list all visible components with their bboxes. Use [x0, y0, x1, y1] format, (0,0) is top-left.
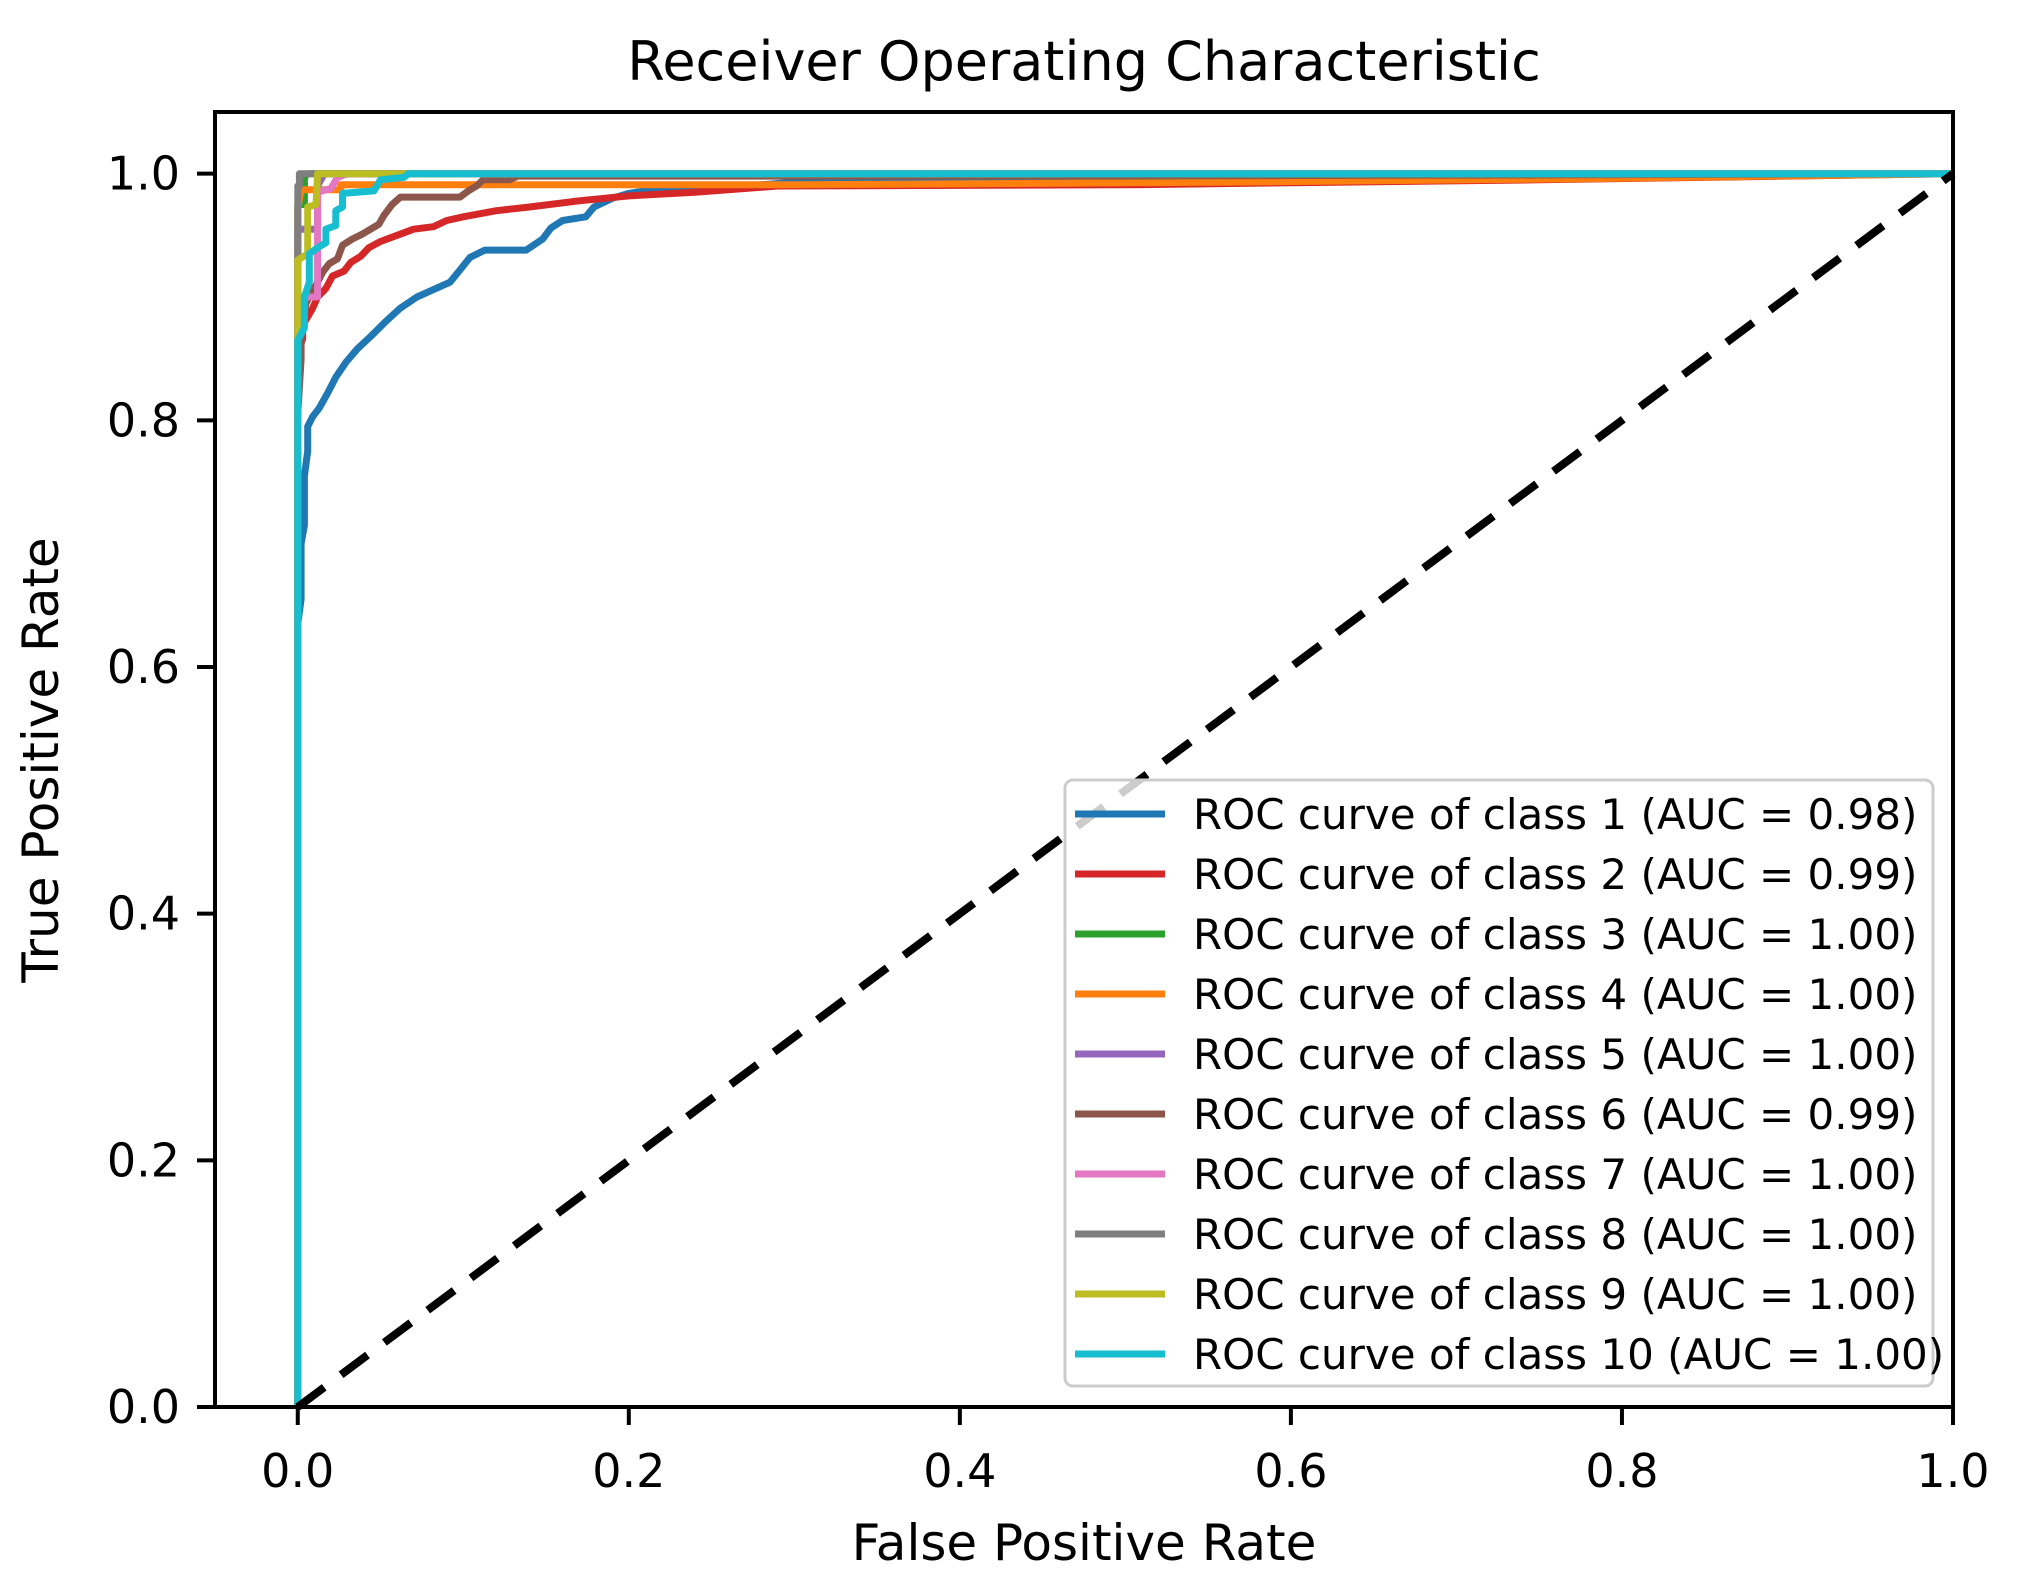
legend-item-class-1: ROC curve of class 1 (AUC = 0.98) [1075, 790, 1917, 839]
legend-label-class-1: ROC curve of class 1 (AUC = 0.98) [1193, 790, 1917, 839]
x-tick-label: 0.0 [261, 1444, 334, 1498]
x-tick-label: 0.4 [923, 1444, 996, 1498]
y-tick-label: 0.0 [107, 1380, 180, 1434]
legend-item-class-4: ROC curve of class 4 (AUC = 1.00) [1075, 970, 1917, 1019]
legend-item-class-5: ROC curve of class 5 (AUC = 1.00) [1075, 1030, 1917, 1079]
legend-item-class-7: ROC curve of class 7 (AUC = 1.00) [1075, 1150, 1917, 1199]
x-tick-label: 0.8 [1585, 1444, 1658, 1498]
legend-label-class-3: ROC curve of class 3 (AUC = 1.00) [1193, 910, 1917, 959]
roc-curve-class-9 [294, 170, 1953, 1407]
legend-item-class-10: ROC curve of class 10 (AUC = 1.00) [1075, 1330, 1944, 1379]
legend-label-class-7: ROC curve of class 7 (AUC = 1.00) [1193, 1150, 1917, 1199]
legend-label-class-5: ROC curve of class 5 (AUC = 1.00) [1193, 1030, 1917, 1079]
legend-frame [1063, 778, 1935, 1388]
legend-label-class-2: ROC curve of class 2 (AUC = 0.99) [1193, 850, 1917, 899]
x-tick-label: 0.6 [1254, 1444, 1327, 1498]
x-axis-ticks: 0.0 0.2 0.4 0.6 0.8 1.0 [261, 1407, 1990, 1498]
y-tick-label: 0.2 [107, 1133, 180, 1187]
plot-area-border [213, 110, 1955, 1409]
legend-item-class-9: ROC curve of class 9 (AUC = 1.00) [1075, 1270, 1917, 1319]
legend-label-class-8: ROC curve of class 8 (AUC = 1.00) [1193, 1210, 1917, 1259]
x-tick-label: 1.0 [1916, 1444, 1989, 1498]
x-axis-label: False Positive Rate [852, 1514, 1317, 1572]
legend-item-class-2: ROC curve of class 2 (AUC = 0.99) [1075, 850, 1917, 899]
chart-title: Receiver Operating Characteristic [627, 30, 1541, 93]
legend-item-class-8: ROC curve of class 8 (AUC = 1.00) [1075, 1210, 1917, 1259]
roc-curve-class-10 [294, 170, 1953, 1407]
roc-curves [294, 170, 1954, 1407]
y-tick-label: 0.6 [107, 640, 180, 694]
legend-label-class-4: ROC curve of class 4 (AUC = 1.00) [1193, 970, 1917, 1019]
legend-box: ROC curve of class 1 (AUC = 0.98) ROC cur… [1063, 778, 1944, 1388]
legend-label-class-6: ROC curve of class 6 (AUC = 0.99) [1193, 1090, 1917, 1139]
y-axis-label: True Positive Rate [12, 537, 70, 983]
y-tick-label: 1.0 [107, 147, 180, 201]
roc-curve-class-2 [294, 170, 1954, 1407]
y-tick-label: 0.8 [107, 393, 180, 447]
legend-label-class-10: ROC curve of class 10 (AUC = 1.00) [1193, 1330, 1944, 1379]
legend-label-class-9: ROC curve of class 9 (AUC = 1.00) [1193, 1270, 1917, 1319]
x-tick-label: 0.2 [592, 1444, 665, 1498]
legend-item-class-3: ROC curve of class 3 (AUC = 1.00) [1075, 910, 1917, 959]
y-axis-ticks: 0.0 0.2 0.4 0.6 0.8 1.0 [107, 147, 215, 1434]
legend-item-class-6: ROC curve of class 6 (AUC = 0.99) [1075, 1090, 1917, 1139]
y-tick-label: 0.4 [107, 887, 180, 941]
